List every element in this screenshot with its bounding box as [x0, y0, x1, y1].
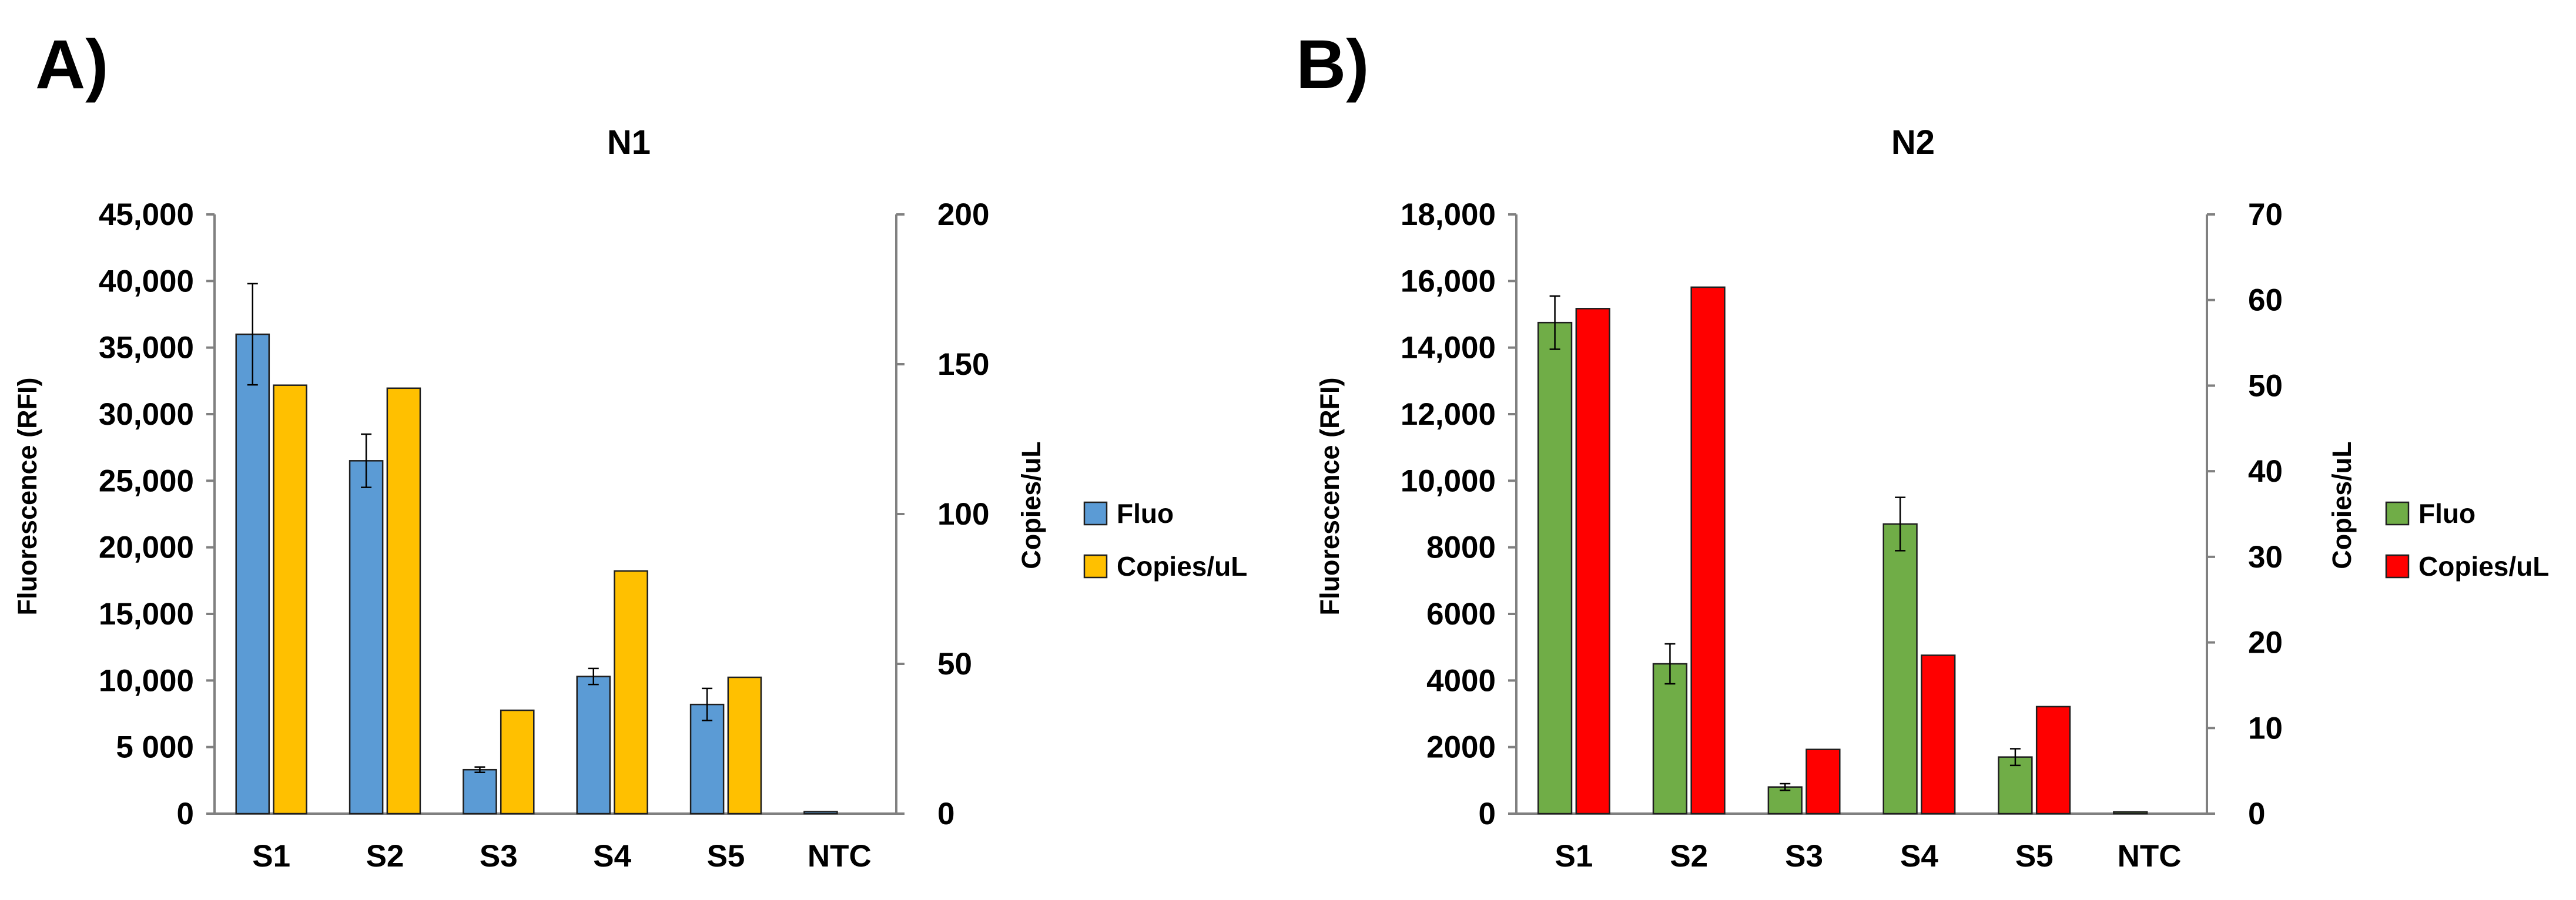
bar-fluo-s4-b: [1882, 523, 1918, 815]
x-tick-label-b: NTC: [2118, 839, 2182, 874]
y-tick-label-b: 0: [1479, 797, 1496, 831]
chart-title-b: N2: [1891, 123, 1935, 162]
y-tick-label-a: 40,000: [99, 264, 194, 298]
x-tick-label-a: S3: [480, 839, 518, 874]
chart-title-a: N1: [607, 123, 651, 162]
bar-copies-ul-s5-a: [727, 676, 762, 815]
x-tick-label-b: S1: [1555, 839, 1593, 874]
y-tick-label-b: 16,000: [1401, 264, 1496, 298]
y-tick-label-a: 5 000: [116, 730, 194, 765]
y-tick-label-b: 8000: [1426, 530, 1496, 565]
bar-fluo-s2-a: [349, 460, 384, 815]
y-tick-label-a: 20,000: [99, 530, 194, 565]
y-tick-label-b: 2000: [1426, 730, 1496, 765]
bar-copies-ul-s1-a: [273, 384, 307, 815]
x-tick-label-b: S4: [1900, 839, 1938, 874]
bar-copies-ul-s1-b: [1575, 308, 1610, 815]
y-tick-label-b: 12,000: [1401, 397, 1496, 432]
bar-fluo-s1-a: [235, 333, 270, 815]
legend-swatch-copies-ul-b: [2385, 554, 2410, 579]
panel-letter-b: B): [1296, 26, 1369, 103]
bar-fluo-s3-a: [463, 768, 497, 815]
x-tick-label-a: S4: [593, 839, 631, 874]
y2-tick-label-b: 40: [2248, 454, 2283, 489]
y-axis-label-b: Fluorescence (RFI): [1315, 377, 1345, 615]
y2-tick-label-a: 100: [937, 497, 989, 532]
bar-fluo-s2-b: [1652, 663, 1688, 815]
bar-copies-ul-s3-b: [1805, 748, 1841, 815]
legend-swatch-fluo-b: [2385, 501, 2410, 526]
y-tick-label-a: 25,000: [99, 464, 194, 498]
y2-tick-label-a: 150: [937, 347, 989, 382]
x-tick-label-a: S2: [366, 839, 404, 874]
y-tick-label-b: 18,000: [1401, 197, 1496, 232]
y-tick-label-a: 30,000: [99, 397, 194, 432]
x-tick-label-a: S1: [252, 839, 290, 874]
y-tick-label-b: 10,000: [1401, 464, 1496, 498]
y2-tick-label-b: 70: [2248, 197, 2283, 232]
y2-tick-label-b: 50: [2248, 368, 2283, 403]
y-tick-label-a: 35,000: [99, 331, 194, 365]
legend-swatch-copies-ul-a: [1083, 554, 1108, 579]
bar-copies-ul-s4-b: [1921, 654, 1956, 815]
bar-fluo-ntc-b: [2113, 811, 2148, 815]
bar-fluo-ntc-a: [803, 811, 838, 815]
y-tick-label-a: 15,000: [99, 597, 194, 632]
panel-letter-a: A): [35, 26, 109, 103]
y2-tick-label-b: 60: [2248, 283, 2283, 318]
y-tick-label-b: 4000: [1426, 663, 1496, 698]
y2-tick-label-b: 20: [2248, 626, 2283, 660]
legend-label-fluo-b: Fluo: [2418, 498, 2475, 529]
y-tick-label-b: 6000: [1426, 597, 1496, 632]
x-tick-label-a: S5: [707, 839, 745, 874]
bar-fluo-s4-a: [576, 676, 611, 815]
bar-copies-ul-s5-b: [2035, 706, 2071, 815]
legend-label-copies-a: Copies/uL: [1117, 551, 1247, 582]
legend-swatch-fluo-a: [1083, 501, 1108, 526]
bar-copies-ul-s2-b: [1690, 286, 1726, 815]
bar-fluo-s5-a: [689, 703, 725, 815]
bar-copies-ul-s3-a: [500, 709, 535, 815]
y2-axis-label-b: Copies/uL: [2327, 441, 2357, 569]
x-tick-label-b: S2: [1670, 839, 1708, 874]
y2-tick-label-a: 200: [937, 197, 989, 232]
y2-tick-label-b: 30: [2248, 540, 2283, 575]
y-tick-label-b: 14,000: [1401, 331, 1496, 365]
bar-copies-ul-s2-a: [386, 387, 421, 815]
y-axis-label-a: Fluorescence (RFI): [12, 377, 42, 615]
bar-fluo-s1-b: [1537, 321, 1573, 815]
legend-label-fluo-a: Fluo: [1117, 498, 1174, 529]
y-tick-label-a: 45,000: [99, 197, 194, 232]
x-tick-label-b: S3: [1785, 839, 1823, 874]
y2-tick-label-a: 50: [937, 647, 972, 681]
y-tick-label-a: 0: [177, 797, 194, 831]
legend-label-copies-b: Copies/uL: [2418, 551, 2549, 582]
x-tick-label-b: S5: [2015, 839, 2054, 874]
y2-axis-label-a: Copies/uL: [1016, 441, 1046, 569]
bar-copies-ul-s4-a: [614, 570, 648, 815]
bar-fluo-s5-b: [1998, 756, 2033, 815]
y-tick-label-a: 10,000: [99, 663, 194, 698]
y2-tick-label-b: 0: [2248, 797, 2265, 831]
y2-tick-label-b: 10: [2248, 711, 2283, 745]
y2-tick-label-a: 0: [937, 797, 954, 831]
x-tick-label-a: NTC: [808, 839, 872, 874]
